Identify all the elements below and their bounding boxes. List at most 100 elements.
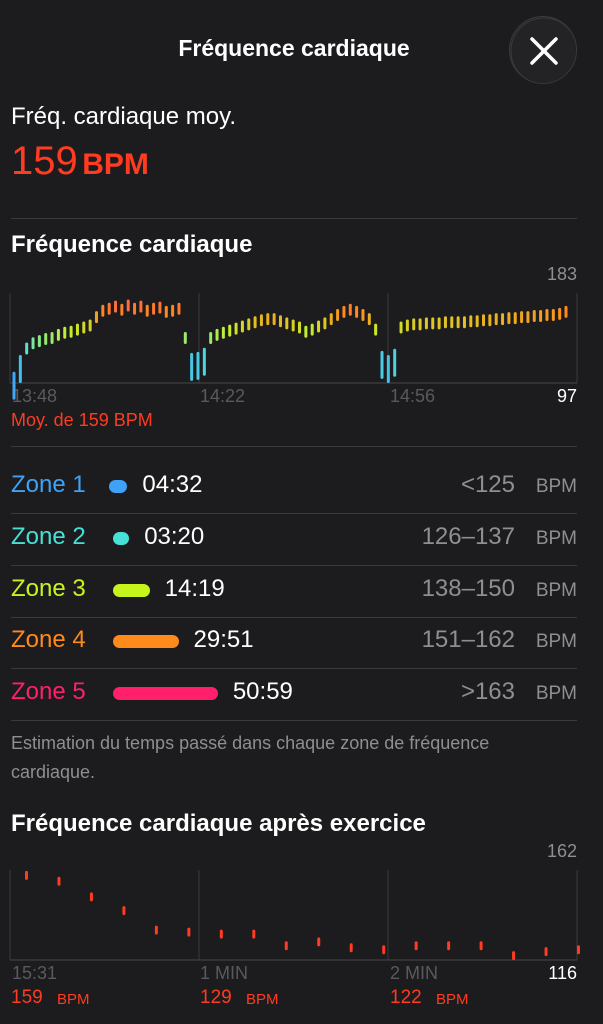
recovery-mark [252,929,256,939]
hr-bar [215,328,219,341]
hr-bar [488,314,492,327]
hr-bar [107,302,111,315]
recovery-mark [512,951,516,961]
hr-bar [545,308,549,321]
y-tick-label: 97 [557,386,577,406]
zone-pill [109,480,128,493]
hr-bar [304,325,308,338]
zone-unit: BPM [535,527,577,549]
section-title: Fréquence cardiaque [11,231,253,258]
hr-bar [469,315,473,328]
recovery-mark [447,941,451,951]
hr-bar [539,310,543,323]
zone-row: Zone 1 04:32 <125 BPM [0,471,603,503]
hr-bar [361,308,365,321]
hr-bar [164,305,168,318]
hr-bar [367,313,371,326]
zone-time: 50:59 [232,678,293,706]
heart-chart: 97 183 13:48 14:22 14:56 Moy. de 159 BPM [9,264,578,430]
hr-bar [456,316,460,329]
hr-bar [431,317,435,330]
hr-bar [329,313,333,326]
reading-value: 159 [11,987,43,1008]
hr-bar [25,342,29,355]
hr-bar [82,321,86,334]
zone-range: 138–150 [421,574,515,602]
hr-bar [520,311,524,324]
hr-bar [342,305,346,318]
hr-bar [266,313,270,326]
hr-bar [101,304,105,317]
section-title: Fréquence cardiaque après exercice [11,810,426,837]
hr-bar [221,326,225,339]
zone-name: Zone 4 [11,626,86,654]
separator [11,446,577,447]
hr-bar [532,310,536,323]
recovery-mark [25,870,28,880]
x-tick-label: 14:56 [390,386,435,406]
zone-time: 14:19 [164,574,225,602]
hr-bar [475,315,479,328]
hr-bar [209,332,213,344]
hr-bar [171,304,175,317]
hr-bar [513,312,517,325]
hr-bar [259,314,263,327]
close-button[interactable] [509,16,577,84]
zone-name: Zone 2 [11,522,86,550]
reading-unit: BPM [246,991,279,1008]
hr-bar [405,319,409,332]
recovery-mark [187,927,191,937]
y-tick-label: 116 [548,963,577,983]
x-tick-label: 1 MIN [200,963,248,983]
hr-bar [75,323,79,336]
hr-bar [278,315,282,328]
hr-bar [253,316,257,329]
hr-bar [240,320,244,333]
hr-bar [152,302,156,315]
hr-bar [190,352,194,381]
hr-bar [139,300,143,313]
recovery-mark [154,925,158,935]
hr-bar [44,333,48,346]
hr-bar [399,321,403,334]
zone-time: 29:51 [193,626,254,654]
hr-bar [450,316,454,329]
recovery-mark [577,945,580,955]
hr-bar [196,351,200,380]
hr-bar [437,317,441,330]
hr-bar [285,317,289,330]
hr-bar [272,313,276,326]
reading-unit: BPM [57,991,90,1008]
hr-bar [526,311,530,324]
hr-bar [412,318,416,331]
avg-unit: BPM [82,148,149,181]
recovery-chart: 116 162 15:31 1 MIN 2 MIN 159 BPM 129 BPM 122 BPM [9,841,580,1008]
hr-bar [482,314,486,327]
zone-row: Zone 2 03:20 126–137 BPM [0,523,603,555]
hr-bar [558,307,562,320]
hr-bar [114,300,118,313]
recovery-mark [317,937,321,947]
hr-bar [507,312,511,325]
hr-bar [133,302,137,315]
zone-unit: BPM [535,476,577,497]
recovery-mark [89,892,93,902]
recovery-mark [219,929,223,939]
hr-bar [234,322,238,335]
hr-bar [94,311,98,324]
separator [11,616,577,618]
reading-value: 122 [390,987,422,1008]
recovery-mark [57,876,61,886]
hr-bar [462,316,466,329]
recovery-mark [122,906,126,916]
hr-bar [380,350,384,379]
hr-bar [88,319,92,332]
average-label: Moy. de 159 BPM [11,410,153,430]
separator [11,513,577,514]
hr-bar [501,313,505,326]
zone-pill [113,583,150,597]
recovery-mark [349,943,353,953]
hr-bar [31,337,35,350]
reading-value: 129 [200,987,232,1008]
hr-bar [374,323,378,336]
